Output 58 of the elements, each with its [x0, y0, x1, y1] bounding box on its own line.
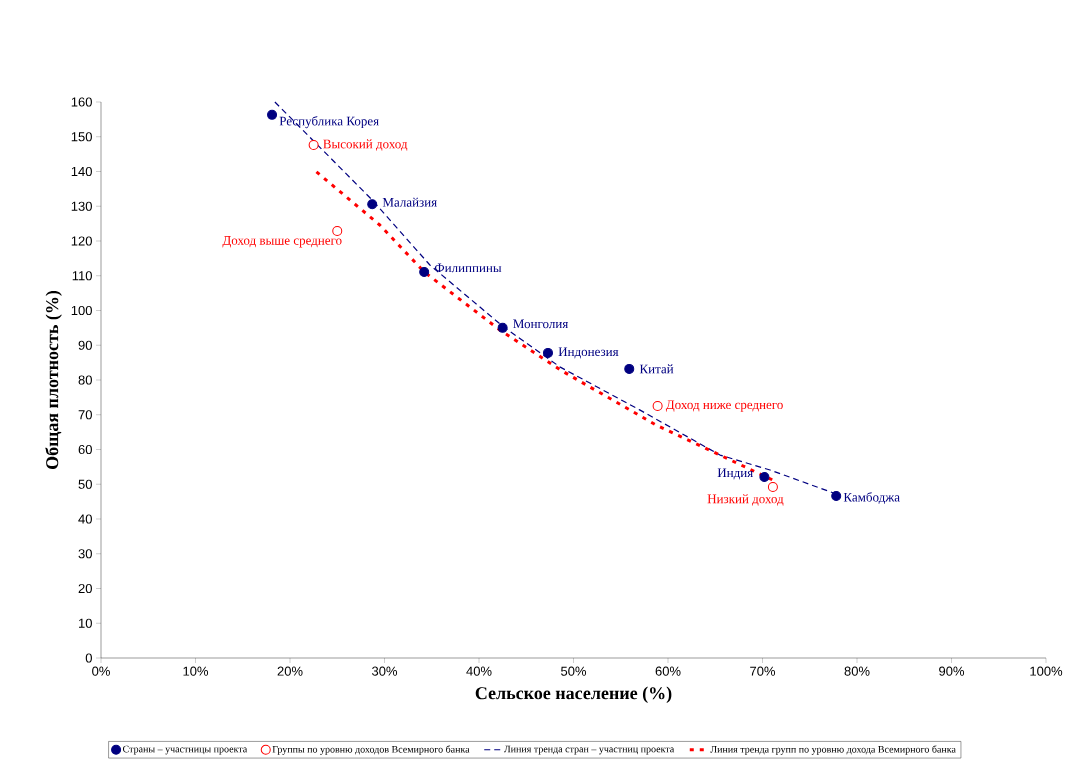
annotation: Китай	[639, 364, 674, 374]
annotation: Доход ниже среднего	[665, 400, 783, 412]
y-tick-label: 130	[71, 201, 92, 211]
point	[267, 109, 278, 120]
x-tick-label: 60%	[655, 666, 681, 676]
point	[332, 225, 343, 236]
point	[652, 401, 663, 412]
x-tick-label: 90%	[939, 666, 965, 676]
x-tick-label: 100%	[1030, 666, 1063, 676]
x-tick-label: 70%	[750, 666, 776, 676]
y-tick-label: 20	[78, 583, 92, 594]
y-axis-title: Общая плотность (%)	[45, 290, 62, 469]
y-tick-label: 80	[78, 375, 92, 385]
annotation: Доход выше среднего	[222, 236, 342, 248]
y-tick-label: 90	[78, 340, 92, 350]
x-tick-label: 20%	[277, 666, 303, 676]
annotation: Малайзия	[382, 197, 437, 207]
annotation: Филиппины	[434, 263, 502, 273]
y-tick-label: 150	[71, 132, 92, 142]
legend-label: Группы по уровню доходов Всемирного банка	[272, 745, 470, 755]
x-tick-label: 30%	[372, 666, 398, 676]
point	[419, 266, 430, 277]
annotation: Индия	[717, 468, 753, 480]
y-tick-label: 70	[78, 410, 92, 420]
x-tick-label: 80%	[844, 666, 870, 676]
y-tick-label: 160	[71, 97, 92, 107]
annotation: Республика Корея	[279, 116, 379, 129]
x-tick-label: 10%	[183, 666, 209, 676]
y-tick-label: 0	[85, 653, 92, 663]
annotation: Низкий доход	[707, 494, 784, 506]
y-tick-label: 120	[71, 236, 92, 246]
annotation: Индонезия	[558, 347, 619, 359]
y-tick-label: 10	[79, 618, 92, 628]
annotation: Высокий доход	[323, 139, 408, 151]
y-tick-label: 50	[78, 479, 92, 489]
point	[624, 363, 635, 374]
legend-label: Линия тренда стран – участниц проекта	[504, 745, 675, 755]
y-tick-label: 40	[78, 514, 92, 524]
point	[759, 471, 770, 482]
annotation: Камбоджа	[843, 492, 900, 504]
point	[831, 491, 842, 502]
x-axis-title: Сельское население (%)	[475, 686, 672, 703]
point	[542, 347, 553, 358]
x-tick-label: 0%	[92, 666, 110, 676]
point	[308, 140, 319, 151]
legend-label: Страны – участницы проекта	[122, 745, 248, 755]
x-tick-label: 50%	[561, 666, 587, 676]
point	[367, 199, 378, 210]
point	[767, 482, 778, 493]
y-tick-label: 110	[72, 271, 92, 281]
legend-label: Линия тренда групп по уровню дохода Всемирного банка	[710, 745, 956, 755]
annotation: Монголия	[513, 319, 569, 329]
x-tick-label: 40%	[466, 666, 492, 676]
y-tick-label: 30	[78, 549, 92, 559]
y-tick-label: 60	[78, 444, 92, 455]
point	[497, 322, 508, 333]
y-tick-label: 140	[71, 166, 92, 177]
y-tick-label: 100	[71, 305, 92, 316]
